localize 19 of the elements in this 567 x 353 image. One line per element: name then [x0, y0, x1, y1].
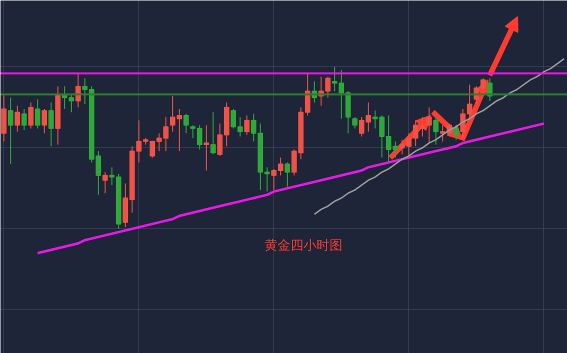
candlestick [284, 162, 290, 188]
candlestick [21, 108, 27, 131]
text: 黄金四小时图 [264, 238, 342, 254]
candlestick [102, 172, 108, 194]
candlestick [204, 124, 210, 172]
candlestick [14, 105, 20, 132]
candlestick [28, 102, 34, 129]
candlestick [433, 116, 439, 146]
candlestick [48, 102, 54, 147]
candlestick [440, 124, 446, 142]
candlestick [210, 112, 216, 155]
candlestick [352, 116, 358, 129]
candlestick [8, 97, 14, 165]
candlestick [426, 106, 432, 144]
candlestick [34, 98, 40, 129]
candlestick [244, 114, 250, 136]
candlestick [183, 113, 189, 134]
candlestick [453, 124, 459, 140]
candlestick [42, 108, 48, 134]
